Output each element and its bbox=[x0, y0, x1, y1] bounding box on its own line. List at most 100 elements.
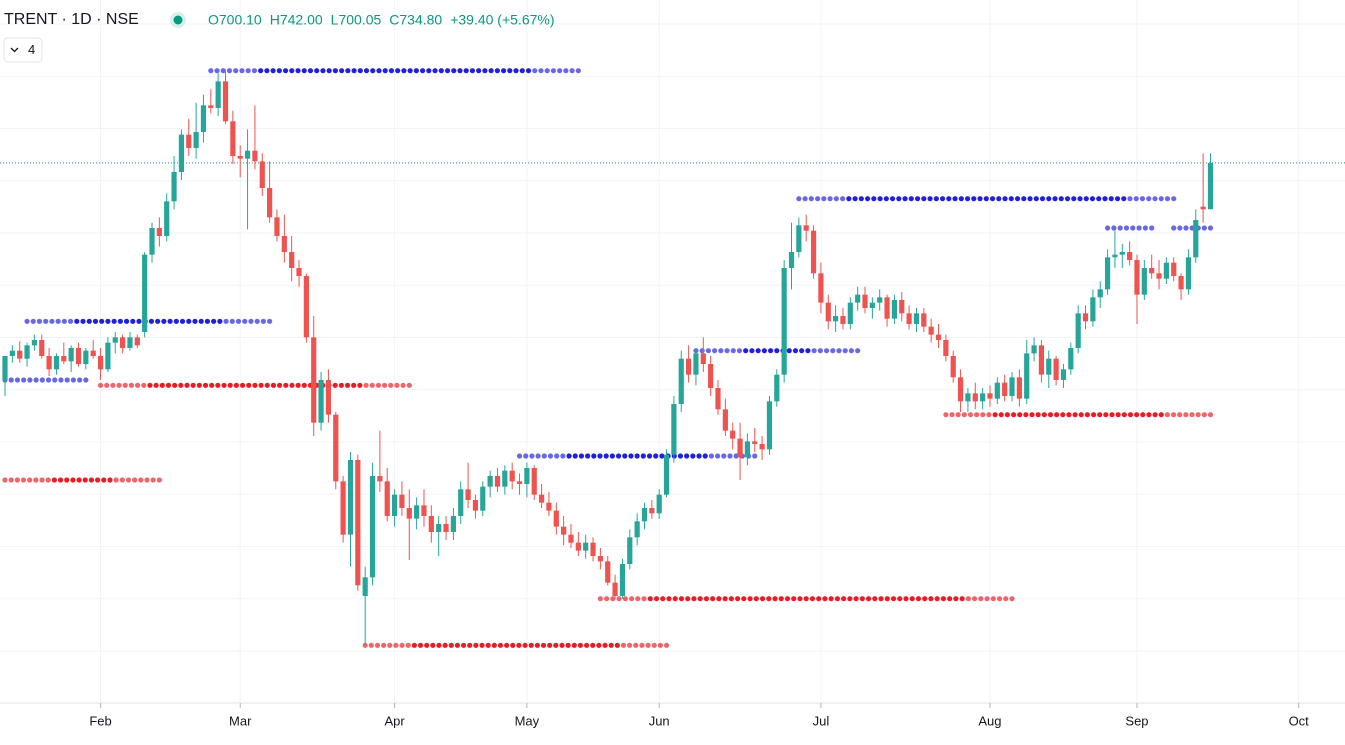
legend-value: L700.05 bbox=[331, 12, 382, 28]
level-dot bbox=[933, 196, 939, 202]
level-dot bbox=[560, 453, 566, 459]
level-dot bbox=[1164, 196, 1171, 202]
level-dot bbox=[645, 642, 651, 648]
level-dot bbox=[196, 382, 202, 388]
level-dot bbox=[251, 68, 258, 74]
level-dot bbox=[943, 412, 949, 418]
candle-body bbox=[862, 294, 868, 308]
level-dot bbox=[646, 453, 653, 459]
level-dot bbox=[39, 377, 45, 383]
level-dot bbox=[39, 477, 45, 483]
candle-body bbox=[384, 481, 390, 516]
level-dot bbox=[827, 196, 833, 202]
level-dot bbox=[83, 377, 89, 383]
level-dot bbox=[301, 68, 307, 74]
level-dot bbox=[24, 318, 30, 324]
level-line bbox=[943, 412, 1214, 418]
level-dot bbox=[1170, 412, 1177, 418]
level-dot bbox=[627, 642, 633, 648]
candle-body bbox=[627, 537, 633, 564]
level-dot bbox=[959, 596, 965, 602]
level-dot bbox=[406, 382, 412, 388]
level-dot bbox=[494, 68, 500, 74]
level-dot bbox=[823, 348, 830, 354]
level-dot bbox=[1152, 196, 1158, 202]
level-dot bbox=[442, 642, 448, 648]
candle-body bbox=[222, 81, 229, 122]
level-dot bbox=[1003, 596, 1009, 602]
candle-body bbox=[788, 252, 795, 268]
level-dot bbox=[8, 377, 14, 383]
level-dot bbox=[369, 382, 375, 388]
level-dot bbox=[190, 382, 196, 388]
level-dot bbox=[45, 377, 52, 383]
candle-body bbox=[781, 268, 787, 375]
toggle-button[interactable] bbox=[3, 37, 43, 63]
level-dot bbox=[1136, 225, 1142, 231]
level-dot bbox=[833, 196, 839, 202]
level-dot bbox=[566, 453, 572, 459]
candle-body bbox=[612, 582, 618, 596]
level-dot bbox=[808, 196, 814, 202]
indicators-toggle[interactable]: 4 bbox=[3, 37, 43, 63]
level-dot bbox=[992, 412, 998, 418]
candle-body bbox=[855, 294, 861, 303]
level-dot bbox=[846, 196, 852, 202]
candle-body bbox=[1104, 257, 1111, 290]
candle-body bbox=[1016, 377, 1022, 399]
level-dot bbox=[889, 196, 896, 202]
level-dot bbox=[1039, 196, 1046, 202]
candle-body bbox=[178, 134, 185, 172]
level-dot bbox=[540, 642, 547, 648]
level-dot bbox=[836, 348, 842, 354]
level-dot bbox=[1097, 412, 1103, 418]
level-dot bbox=[148, 318, 155, 324]
level-dot bbox=[289, 68, 295, 74]
level-dot bbox=[1171, 196, 1177, 202]
indicator-count: 4 bbox=[28, 42, 35, 57]
level-dot bbox=[1121, 196, 1127, 202]
level-dot bbox=[420, 68, 426, 74]
level-dot bbox=[864, 196, 871, 202]
level-dot bbox=[523, 453, 529, 459]
level-dot bbox=[575, 68, 581, 74]
level-dot bbox=[351, 68, 357, 74]
level-dot bbox=[653, 453, 659, 459]
x-tick-label: Jun bbox=[649, 713, 670, 728]
candle-body bbox=[1112, 254, 1118, 258]
level-dot bbox=[516, 453, 523, 459]
level-dot bbox=[186, 318, 192, 324]
level-dot bbox=[830, 348, 836, 354]
level-dot bbox=[628, 453, 634, 459]
level-dot bbox=[192, 318, 198, 324]
level-dot bbox=[1021, 196, 1027, 202]
legend-value: O700.10 bbox=[208, 12, 262, 28]
level-dot bbox=[834, 596, 840, 602]
level-dot bbox=[716, 596, 722, 602]
level-dot bbox=[1047, 412, 1054, 418]
level-dot bbox=[150, 477, 156, 483]
level-dot bbox=[198, 318, 204, 324]
level-dot bbox=[569, 68, 575, 74]
level-dot bbox=[883, 196, 889, 202]
level-dot bbox=[248, 318, 254, 324]
candle-body bbox=[752, 441, 758, 444]
level-dot bbox=[722, 596, 728, 602]
level-dot bbox=[541, 453, 547, 459]
level-dot bbox=[902, 196, 908, 202]
level-dot bbox=[382, 68, 388, 74]
level-dot bbox=[603, 453, 609, 459]
level-dot bbox=[301, 382, 307, 388]
level-dot bbox=[1027, 196, 1033, 202]
level-dot bbox=[1195, 412, 1201, 418]
candle-body bbox=[112, 337, 118, 343]
level-dot bbox=[1072, 412, 1078, 418]
level-dot bbox=[653, 596, 660, 602]
level-dot bbox=[890, 596, 897, 602]
candle-body bbox=[1024, 353, 1030, 399]
level-dot bbox=[1158, 196, 1164, 202]
level-dot bbox=[264, 382, 270, 388]
level-dot bbox=[276, 68, 282, 74]
